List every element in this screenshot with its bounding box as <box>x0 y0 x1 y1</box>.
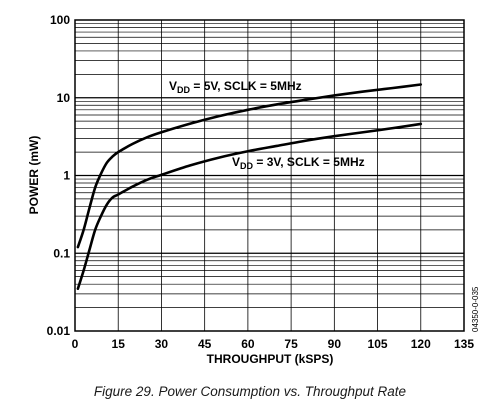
x-tick-label: 45 <box>198 337 212 351</box>
annotation-vdd-3v: VDD = 3V, SCLK = 5MHz <box>232 155 365 171</box>
series-lines <box>76 83 423 290</box>
annotation-vdd-3v-sub: DD <box>240 161 253 171</box>
power-throughput-chart: 0 15 30 45 60 75 90 105 120 135 0.01 0.1 1 10 100 THR… <box>27 13 480 366</box>
annotation-vdd-3v-rest: = 3V, SCLK = 5MHz <box>253 155 365 169</box>
y-axis-title: POWER (mW) <box>27 136 41 215</box>
x-tick-label: 135 <box>454 337 474 351</box>
annotation-vdd-3v-main: V <box>232 155 240 169</box>
x-tick-label: 105 <box>368 337 388 351</box>
annotation-vdd-5v-main: V <box>169 79 177 93</box>
annotation-vdd-5v-rest: = 5V, SCLK = 5MHz <box>190 79 302 93</box>
x-axis-title: THROUGHPUT (kSPS) <box>207 352 334 366</box>
y-tick-label: 1 <box>63 169 70 183</box>
y-tick-label: 0.1 <box>53 246 70 260</box>
y-tick-labels: 0.01 0.1 1 10 100 <box>47 13 71 338</box>
x-tick-labels: 0 15 30 45 60 75 90 105 120 135 <box>72 337 475 351</box>
figure-code: 04350-0-035 <box>471 286 480 332</box>
annotation-vdd-5v-sub: DD <box>177 85 190 95</box>
y-tick-label: 0.01 <box>47 324 71 338</box>
x-tick-label: 15 <box>112 337 126 351</box>
x-tick-label: 30 <box>155 337 169 351</box>
x-tick-label: 75 <box>284 337 298 351</box>
x-tick-label: 60 <box>241 337 255 351</box>
series-line-vdd-3v <box>76 122 423 290</box>
annotation-vdd-5v: VDD = 5V, SCLK = 5MHz <box>169 79 302 95</box>
y-tick-label: 10 <box>57 91 71 105</box>
x-tick-label: 120 <box>411 337 431 351</box>
x-tick-label: 90 <box>328 337 342 351</box>
x-tick-label: 0 <box>72 337 79 351</box>
grid <box>75 20 464 331</box>
figure-caption: Figure 29. Power Consumption vs. Through… <box>93 384 407 399</box>
plot-frame <box>74 19 465 332</box>
y-tick-label: 100 <box>50 13 70 27</box>
series-line-vdd-5v <box>76 83 423 249</box>
